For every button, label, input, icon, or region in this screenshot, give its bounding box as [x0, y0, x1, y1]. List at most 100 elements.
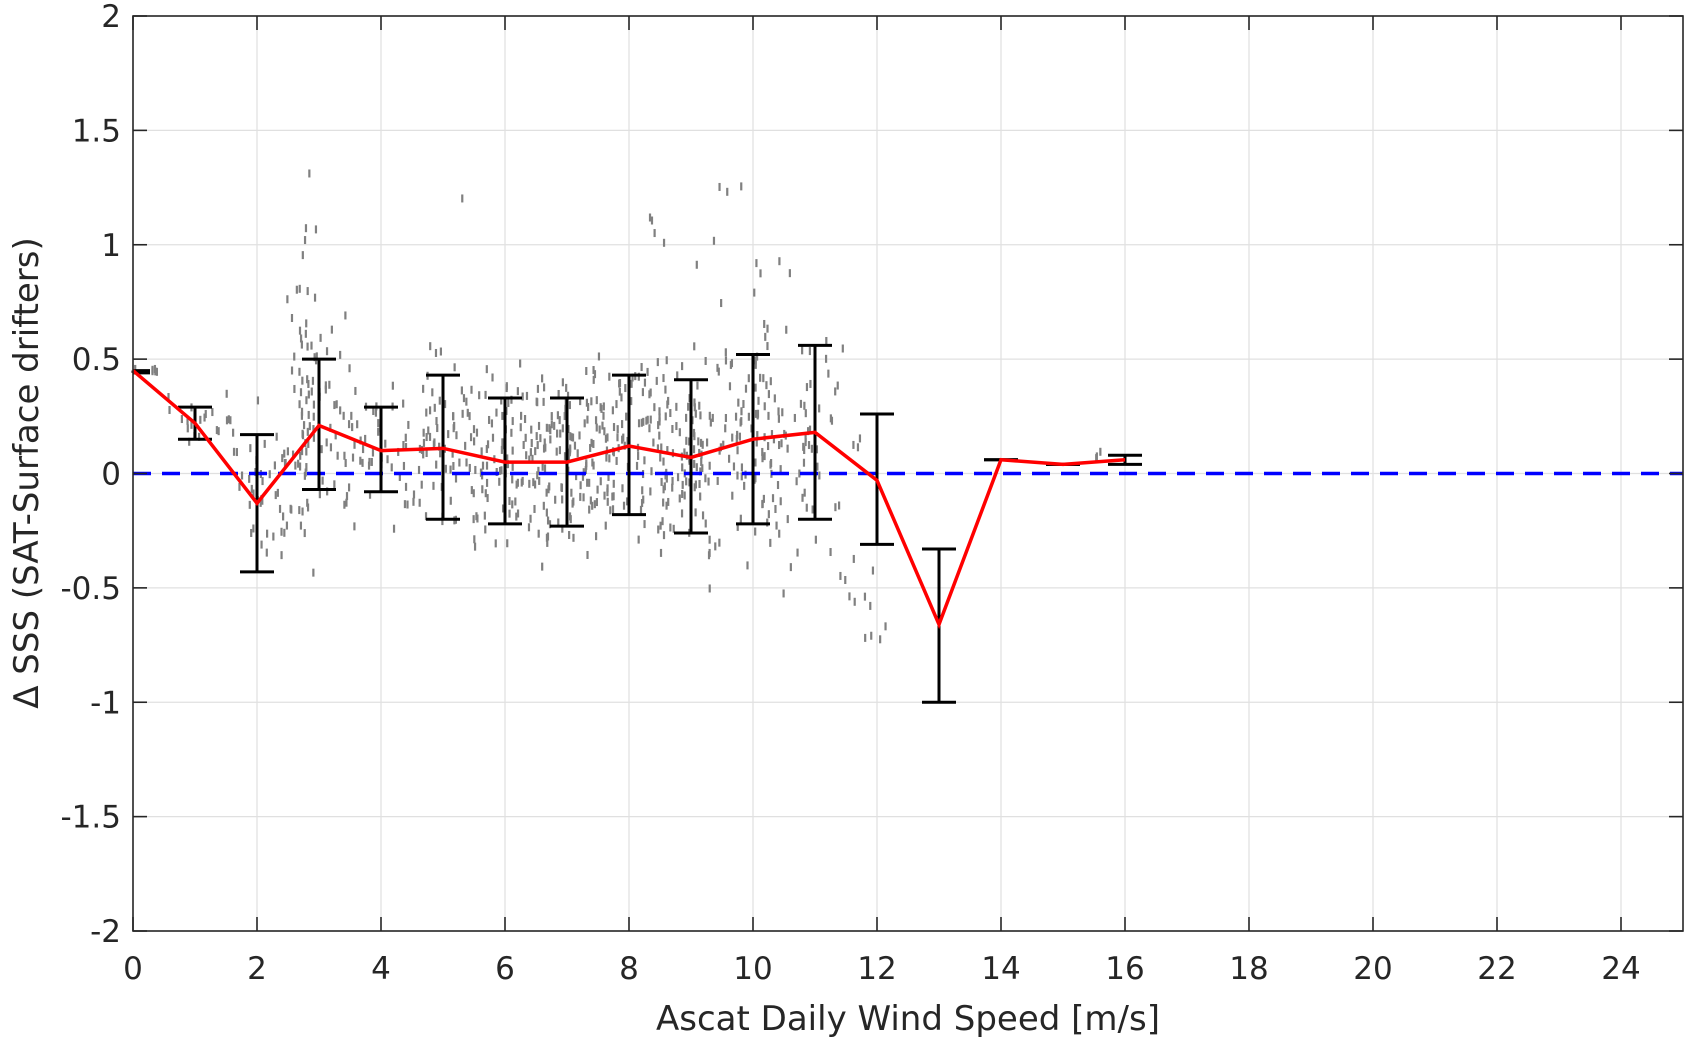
scatter-point	[468, 463, 471, 472]
scatter-point	[558, 446, 562, 455]
scatter-point	[740, 472, 743, 481]
scatter-point	[541, 462, 544, 471]
scatter-point	[661, 517, 664, 526]
scatter-point	[772, 435, 776, 444]
scatter-point	[574, 472, 578, 481]
scatter-point	[372, 407, 375, 416]
scatter-point	[565, 383, 568, 392]
scatter-point	[598, 425, 601, 434]
scatter-point	[250, 528, 253, 537]
scatter-point	[646, 415, 649, 424]
scatter-point	[417, 465, 421, 474]
scatter-point	[742, 400, 745, 409]
scatter-point	[653, 229, 656, 238]
scatter-point	[441, 517, 444, 526]
scatter-point	[473, 535, 476, 544]
scatter-point	[305, 319, 308, 328]
scatter-point	[404, 442, 408, 451]
scatter-point	[693, 398, 696, 407]
scatter-point	[569, 432, 572, 441]
scatter-point	[318, 490, 321, 499]
scatter-point	[276, 488, 279, 497]
scatter-point	[630, 397, 633, 406]
scatter-point	[466, 408, 469, 417]
scatter-point	[601, 421, 604, 430]
scatter-point	[804, 438, 807, 447]
scatter-point	[550, 412, 553, 421]
y-tick-label: -2	[90, 914, 121, 950]
x-tick-label: 24	[1601, 951, 1640, 987]
scatter-point	[268, 470, 271, 479]
x-tick-label: 20	[1353, 951, 1392, 987]
scatter-point	[785, 325, 788, 334]
scatter-point	[804, 434, 807, 443]
scatter-point	[351, 453, 355, 462]
scatter-point	[678, 428, 681, 437]
scatter-point	[452, 462, 455, 471]
scatter-point	[344, 459, 347, 468]
scatter-point	[588, 505, 591, 514]
scatter-point	[567, 424, 570, 433]
scatter-point	[543, 464, 547, 473]
scatter-point	[856, 443, 860, 452]
scatter-point	[586, 415, 589, 424]
y-axis-label: Δ SSS (SAT-Surface drifters)	[7, 237, 47, 709]
scatter-point	[852, 440, 855, 449]
scatter-point	[167, 393, 170, 402]
scatter-point	[511, 475, 514, 484]
scatter-point	[347, 483, 351, 492]
scatter-point	[422, 428, 425, 437]
scatter-point	[368, 490, 372, 499]
scatter-point	[500, 466, 503, 475]
scatter-point	[407, 420, 410, 429]
scatter-point	[676, 473, 680, 482]
scatter-point	[475, 428, 479, 437]
scatter-point	[348, 364, 351, 373]
scatter-point	[431, 388, 434, 397]
scatter-point	[397, 447, 400, 456]
scatter-point	[818, 471, 821, 480]
scatter-point	[607, 472, 610, 481]
scatter-point	[767, 390, 771, 399]
scatter-point	[596, 485, 599, 494]
scatter-point	[435, 460, 438, 469]
scatter-point	[310, 341, 313, 350]
x-tick-label: 14	[981, 951, 1020, 987]
scatter-point	[848, 592, 851, 601]
scatter-point	[312, 433, 316, 442]
scatter-point	[291, 450, 295, 459]
mean-line	[131, 369, 1126, 630]
scatter-point	[134, 364, 137, 373]
scatter-point	[643, 520, 646, 529]
scatter-point	[299, 451, 302, 460]
scatter-point	[307, 379, 310, 388]
scatter-point	[330, 325, 333, 334]
x-tick-label: 6	[495, 951, 515, 987]
scatter-point	[805, 383, 809, 392]
scatter-point	[470, 486, 473, 495]
scatter-point	[578, 431, 581, 440]
scatter-point	[663, 482, 666, 491]
scatter-point	[775, 521, 778, 530]
scatter-point	[655, 376, 658, 385]
scatter-point	[615, 400, 618, 409]
scatter-point	[870, 631, 873, 640]
scatter-point	[494, 539, 497, 548]
scatter-point	[304, 329, 307, 338]
scatter-point	[592, 366, 595, 375]
scatter-point	[606, 433, 609, 442]
scatter-point	[810, 444, 813, 453]
scatter-point	[731, 433, 734, 442]
y-tick-label: 0.5	[72, 342, 121, 378]
scatter-point	[364, 434, 367, 443]
scatter-point	[312, 568, 315, 577]
scatter-point	[592, 440, 595, 449]
scatter-point	[680, 509, 684, 518]
scatter-point	[637, 451, 640, 460]
scatter-point	[683, 448, 686, 457]
scatter-point	[278, 504, 282, 513]
scatter-point	[884, 622, 887, 631]
scatter-point	[329, 423, 332, 432]
x-tick-label: 18	[1229, 951, 1268, 987]
